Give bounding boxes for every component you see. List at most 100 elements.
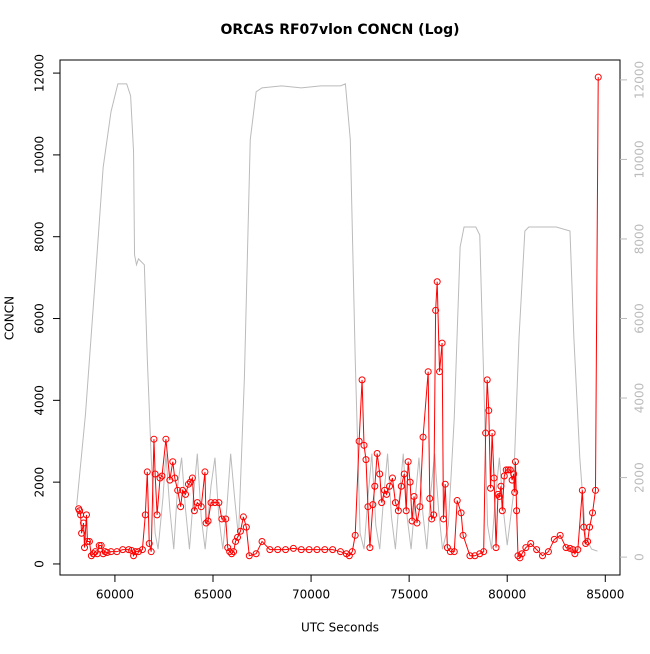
data-point bbox=[143, 468, 151, 476]
data-point bbox=[508, 476, 516, 484]
data-point bbox=[550, 535, 558, 543]
data-point bbox=[242, 523, 250, 531]
y2-tick-label: 6000 bbox=[633, 303, 647, 334]
data-point bbox=[394, 507, 402, 515]
data-point bbox=[201, 468, 209, 476]
data-point bbox=[569, 546, 577, 554]
data-point bbox=[145, 540, 153, 548]
data-point bbox=[153, 511, 161, 519]
data-point bbox=[224, 544, 232, 552]
data-point bbox=[99, 550, 107, 558]
data-point bbox=[95, 542, 103, 550]
data-point bbox=[81, 544, 89, 552]
data-point bbox=[413, 519, 421, 527]
data-point bbox=[527, 540, 535, 548]
data-point bbox=[459, 531, 467, 539]
data-point bbox=[97, 542, 105, 550]
data-point bbox=[222, 515, 230, 523]
data-point bbox=[252, 550, 260, 558]
data-point bbox=[416, 503, 424, 511]
data-point bbox=[348, 548, 356, 556]
data-point bbox=[424, 368, 432, 376]
y2-tick-label: 10000 bbox=[633, 140, 647, 178]
data-point bbox=[582, 540, 590, 548]
data-point bbox=[236, 527, 244, 535]
data-point bbox=[336, 548, 344, 556]
data-point bbox=[182, 490, 190, 498]
data-point bbox=[419, 433, 427, 441]
data-point bbox=[358, 376, 366, 384]
data-point bbox=[378, 499, 386, 507]
data-point bbox=[329, 546, 337, 554]
data-point bbox=[578, 486, 586, 494]
data-point bbox=[274, 546, 282, 554]
data-point bbox=[466, 552, 474, 560]
data-point bbox=[516, 554, 524, 562]
x-axis-label: UTC Seconds bbox=[301, 621, 379, 635]
data-point bbox=[391, 499, 399, 507]
y-axis-label: CONCN bbox=[3, 296, 17, 340]
data-point bbox=[514, 552, 522, 560]
data-point bbox=[134, 548, 142, 556]
data-point bbox=[483, 376, 491, 384]
data-point bbox=[426, 495, 434, 503]
data-point bbox=[556, 531, 564, 539]
y2-tick-label: 0 bbox=[633, 553, 647, 561]
data-point bbox=[193, 499, 201, 507]
data-point bbox=[511, 488, 519, 496]
data-point bbox=[228, 550, 236, 558]
data-point bbox=[351, 531, 359, 539]
data-point bbox=[362, 456, 370, 464]
data-point bbox=[151, 470, 159, 478]
data-point bbox=[80, 519, 88, 527]
data-point bbox=[574, 546, 582, 554]
data-point bbox=[186, 478, 194, 486]
x-tick-label: 75000 bbox=[390, 588, 428, 602]
data-point bbox=[432, 306, 440, 314]
data-point bbox=[239, 513, 247, 521]
data-point bbox=[533, 546, 541, 554]
data-point bbox=[82, 511, 90, 519]
data-point bbox=[245, 552, 253, 560]
data-point bbox=[506, 466, 514, 474]
data-point bbox=[476, 550, 484, 558]
data-point bbox=[321, 546, 329, 554]
data-point bbox=[289, 544, 297, 552]
data-point bbox=[91, 548, 99, 556]
data-point bbox=[197, 503, 205, 511]
data-point bbox=[282, 546, 290, 554]
data-point bbox=[355, 437, 363, 445]
data-point bbox=[410, 492, 418, 500]
data-point bbox=[381, 486, 389, 494]
x-tick-label: 80000 bbox=[488, 588, 526, 602]
data-point bbox=[103, 549, 111, 557]
data-point bbox=[441, 480, 449, 488]
x-tick-label: 60000 bbox=[96, 588, 134, 602]
y-tick-label: 12000 bbox=[33, 54, 47, 92]
data-point bbox=[513, 507, 521, 515]
data-point bbox=[457, 509, 465, 517]
y-tick-label: 8000 bbox=[33, 221, 47, 252]
data-point bbox=[230, 548, 238, 556]
data-point bbox=[158, 472, 166, 480]
data-point bbox=[436, 368, 444, 376]
data-point bbox=[215, 499, 223, 507]
data-point bbox=[494, 490, 502, 498]
data-point bbox=[433, 278, 441, 286]
data-point bbox=[497, 482, 505, 490]
data-point bbox=[169, 458, 177, 466]
data-point bbox=[388, 474, 396, 482]
data-point bbox=[369, 501, 377, 509]
data-point bbox=[373, 450, 381, 458]
data-point bbox=[188, 474, 196, 482]
data-point bbox=[211, 499, 219, 507]
data-point bbox=[171, 474, 179, 482]
series-line bbox=[76, 83, 598, 552]
data-point bbox=[232, 537, 240, 545]
data-point bbox=[400, 470, 408, 478]
data-point bbox=[438, 339, 446, 347]
data-point bbox=[430, 511, 438, 519]
data-point bbox=[204, 517, 212, 525]
